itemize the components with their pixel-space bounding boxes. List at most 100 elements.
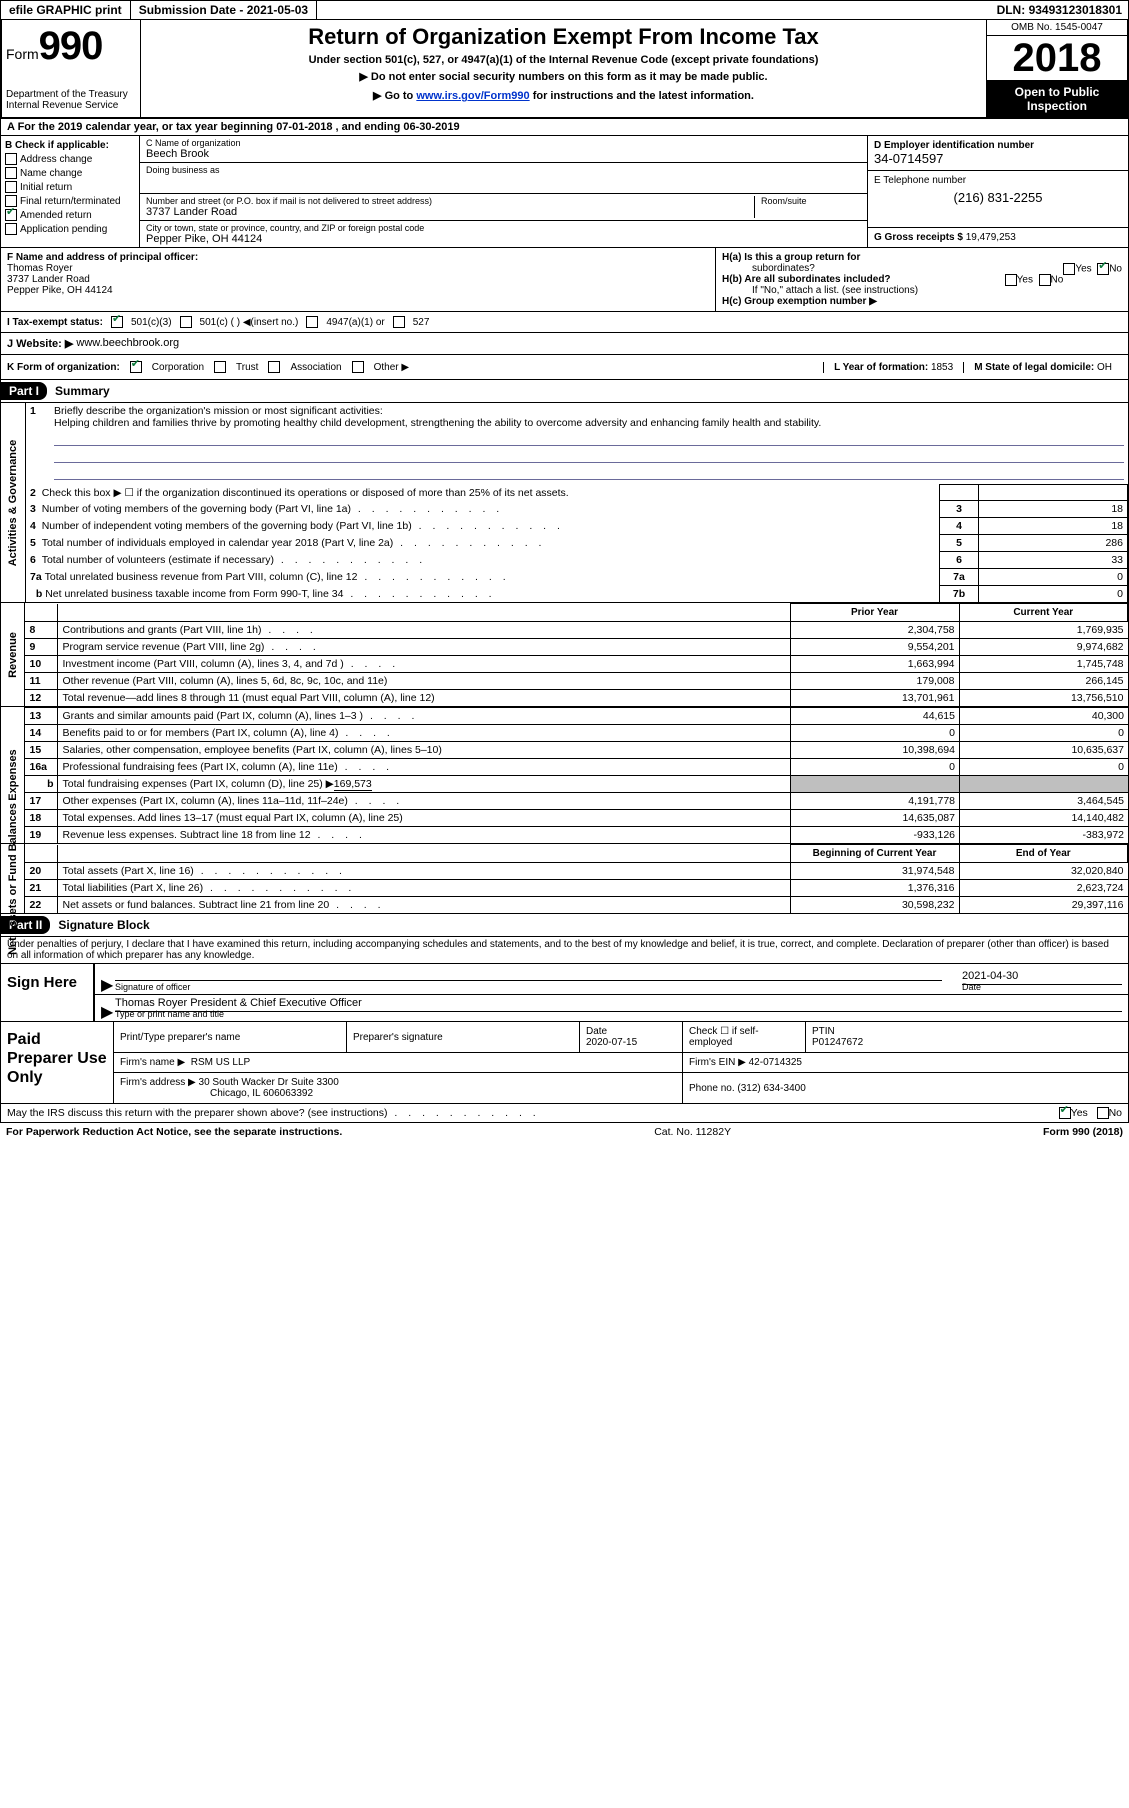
preparer-table: Print/Type preparer's name Preparer's si… — [114, 1022, 1128, 1103]
line-13: Grants and similar amounts paid (Part IX… — [58, 708, 791, 725]
row-i: I Tax-exempt status: 501(c)(3) 501(c) ( … — [0, 312, 1129, 333]
val-firm-addr2: Chicago, IL 606063392 — [210, 1088, 313, 1099]
col-b-header: B Check if applicable: — [5, 140, 135, 151]
line-4: Number of independent voting members of … — [42, 520, 564, 532]
hdr-eoy: End of Year — [959, 845, 1128, 863]
line-8: Contributions and grants (Part VIII, lin… — [58, 622, 790, 639]
val-7a: 0 — [979, 569, 1128, 586]
line-10: Investment income (Part VIII, column (A)… — [58, 656, 790, 673]
lbl-hb-no: No — [1051, 275, 1064, 286]
lbl-website: J Website: ▶ — [7, 337, 73, 350]
boy-20: 31,974,548 — [790, 863, 959, 880]
lbl-4947: 4947(a)(1) or — [326, 317, 384, 328]
lbl-room: Room/suite — [761, 196, 861, 206]
cy-9: 9,974,682 — [959, 639, 1128, 656]
line-11: Other revenue (Part VIII, column (A), li… — [58, 673, 790, 690]
sig-date-label: Date — [962, 982, 981, 992]
chk-501c[interactable] — [180, 316, 192, 328]
part-i-title: Summary — [55, 384, 110, 398]
line-7a: Total unrelated business revenue from Pa… — [45, 571, 510, 583]
goto-suffix: for instructions and the latest informat… — [530, 90, 754, 102]
cy-14: 0 — [960, 725, 1129, 742]
lbl-principal-officer: F Name and address of principal officer: — [7, 252, 709, 263]
cy-10: 1,745,748 — [959, 656, 1128, 673]
eoy-20: 32,020,840 — [959, 863, 1128, 880]
cy-15: 10,635,637 — [960, 742, 1129, 759]
line-16a: Professional fundraising fees (Part IX, … — [58, 759, 791, 776]
val-state-domicile: OH — [1097, 362, 1112, 373]
chk-discuss-yes[interactable] — [1059, 1107, 1071, 1119]
chk-527[interactable] — [393, 316, 405, 328]
ha-label: H(a) Is this a group return for — [722, 252, 860, 263]
revenue-table: Prior YearCurrent Year 8Contributions an… — [25, 603, 1128, 706]
lbl-501c: 501(c) ( ) ◀(insert no.) — [200, 317, 299, 328]
line-20: Total assets (Part X, line 16) — [58, 863, 790, 880]
lbl-amended: Amended return — [20, 210, 92, 221]
dln-label: DLN: — [997, 3, 1029, 17]
lbl-ha-yes: Yes — [1075, 264, 1091, 275]
lbl-initial: Initial return — [20, 182, 72, 193]
chk-corp[interactable] — [130, 361, 142, 373]
col-c: C Name of organization Beech Brook Doing… — [140, 136, 867, 247]
row-j: J Website: ▶ www.beechbrook.org — [0, 333, 1129, 355]
irs-link[interactable]: www.irs.gov/Form990 — [416, 90, 529, 102]
side-net-text: Net Assets or Fund Balances — [7, 803, 19, 955]
val-7b: 0 — [979, 586, 1128, 603]
section-net-assets: Net Assets or Fund Balances Beginning of… — [0, 844, 1129, 914]
topbar: efile GRAPHIC print Submission Date - 20… — [0, 0, 1129, 20]
chk-app-pending[interactable] — [5, 223, 17, 235]
num-1: 1 — [30, 405, 54, 417]
val-org-name: Beech Brook — [146, 148, 861, 160]
hdr-prep-check: Check ☐ if self-employed — [683, 1022, 806, 1053]
blank-line-3 — [54, 465, 1124, 480]
hdr-current-year: Current Year — [959, 604, 1128, 622]
col-b: B Check if applicable: Address change Na… — [1, 136, 140, 247]
lbl-corp: Corporation — [152, 362, 204, 373]
chk-hb-no[interactable] — [1039, 274, 1051, 286]
sig-date-value: 2021-04-30 — [962, 970, 1122, 982]
side-revenue-text: Revenue — [7, 632, 19, 678]
line-3: Number of voting members of the governin… — [42, 503, 504, 515]
side-governance: Activities & Governance — [1, 403, 26, 602]
chk-amended[interactable] — [5, 209, 17, 221]
val-16b: 169,573 — [334, 778, 372, 791]
section-bcd: B Check if applicable: Address change Na… — [0, 136, 1129, 248]
discuss-row: May the IRS discuss this return with the… — [0, 1104, 1129, 1123]
form-990-number: 990 — [39, 24, 103, 68]
line-6: Total number of volunteers (estimate if … — [42, 554, 426, 566]
lbl-org-name: C Name of organization — [146, 138, 861, 148]
net-assets-table: Beginning of Current YearEnd of Year 20T… — [25, 844, 1128, 913]
chk-501c3[interactable] — [111, 316, 123, 328]
val-website: www.beechbrook.org — [76, 337, 179, 350]
lbl-gross-receipts: G Gross receipts $ — [874, 232, 966, 243]
chk-ha-yes[interactable] — [1063, 263, 1075, 275]
chk-discuss-no[interactable] — [1097, 1107, 1109, 1119]
hc-label: H(c) Group exemption number ▶ — [722, 296, 877, 307]
cy-19: -383,972 — [960, 827, 1129, 844]
chk-4947[interactable] — [306, 316, 318, 328]
chk-hb-yes[interactable] — [1005, 274, 1017, 286]
chk-other[interactable] — [352, 361, 364, 373]
col-h: H(a) Is this a group return for subordin… — [716, 248, 1128, 311]
val-city: Pepper Pike, OH 44124 — [146, 233, 861, 245]
val-telephone: (216) 831-2255 — [874, 190, 1122, 205]
dln-value: 93493123018301 — [1029, 3, 1122, 17]
line-12: Total revenue—add lines 8 through 11 (mu… — [58, 690, 790, 707]
hdr-prep-name: Print/Type preparer's name — [114, 1022, 347, 1053]
py-9: 9,554,201 — [790, 639, 959, 656]
form-number: Form990 — [6, 24, 136, 69]
chk-assoc[interactable] — [268, 361, 280, 373]
expenses-table: 13Grants and similar amounts paid (Part … — [25, 707, 1128, 843]
lbl-hb-yes: Yes — [1017, 275, 1033, 286]
val-firm-ein: 42-0714325 — [749, 1057, 802, 1068]
side-revenue: Revenue — [1, 603, 25, 706]
chk-ha-no[interactable] — [1097, 263, 1109, 275]
inspection-line2: Inspection — [1027, 99, 1087, 113]
chk-initial[interactable] — [5, 181, 17, 193]
chk-at-address[interactable] — [5, 153, 17, 165]
chk-name-change[interactable] — [5, 167, 17, 179]
chk-trust[interactable] — [214, 361, 226, 373]
lbl-phone: Phone no. — [689, 1083, 737, 1094]
sign-here-block: Sign Here ▶ Signature of officer 2021-04… — [0, 964, 1129, 1022]
val-ein: 34-0714597 — [874, 151, 1122, 166]
